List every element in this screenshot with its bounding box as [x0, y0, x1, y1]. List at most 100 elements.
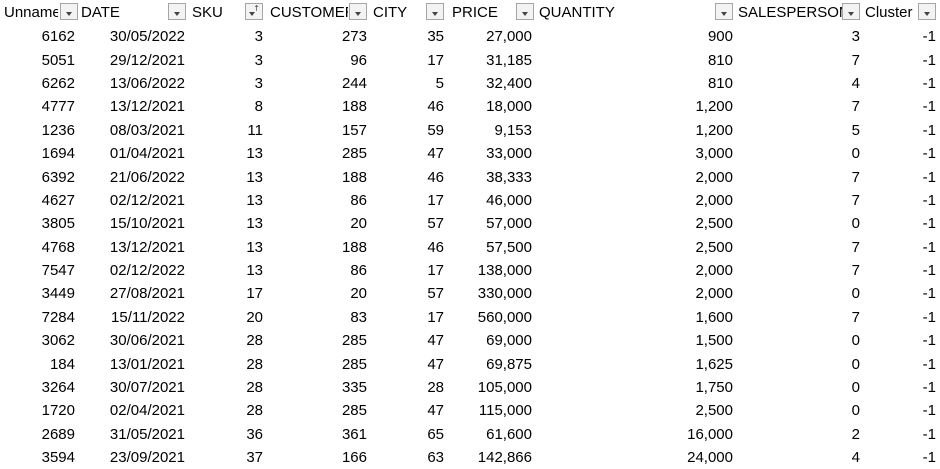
- cell-cluster[interactable]: -1: [922, 191, 936, 209]
- cell-quantity[interactable]: 810: [707, 74, 733, 92]
- cell-customer[interactable]: 166: [341, 449, 367, 467]
- cell-quantity[interactable]: 1,625: [695, 355, 733, 373]
- cell-unnamed[interactable]: 6392: [41, 168, 75, 186]
- cell-city[interactable]: 17: [427, 308, 444, 326]
- cell-price[interactable]: 69,875: [486, 355, 532, 373]
- cell-cluster[interactable]: -1: [922, 379, 936, 397]
- cell-date[interactable]: 30/07/2021: [109, 379, 185, 397]
- cell-cluster[interactable]: -1: [922, 355, 936, 373]
- cell-city[interactable]: 5: [435, 74, 444, 92]
- cell-salesperson[interactable]: 3: [851, 28, 860, 46]
- cell-unnamed[interactable]: 1720: [41, 402, 75, 420]
- cell-sku[interactable]: 13: [246, 238, 263, 256]
- cell-quantity[interactable]: 1,600: [695, 308, 733, 326]
- cell-cluster[interactable]: -1: [922, 308, 936, 326]
- cell-unnamed[interactable]: 3264: [41, 379, 75, 397]
- cell-salesperson[interactable]: 7: [851, 168, 860, 186]
- cell-customer[interactable]: 285: [341, 332, 367, 350]
- cell-quantity[interactable]: 2,500: [695, 402, 733, 420]
- cell-customer[interactable]: 188: [341, 168, 367, 186]
- cell-cluster[interactable]: -1: [922, 28, 936, 46]
- cell-customer[interactable]: 273: [341, 28, 367, 46]
- cell-unnamed[interactable]: 4768: [41, 238, 75, 256]
- cell-price[interactable]: 18,000: [486, 98, 532, 116]
- cell-salesperson[interactable]: 7: [851, 308, 860, 326]
- filter-button-cluster[interactable]: [918, 3, 936, 20]
- cell-unnamed[interactable]: 6262: [41, 74, 75, 92]
- cell-quantity[interactable]: 1,750: [695, 379, 733, 397]
- cell-unnamed[interactable]: 3062: [41, 332, 75, 350]
- cell-city[interactable]: 35: [427, 28, 444, 46]
- cell-price[interactable]: 57,500: [486, 238, 532, 256]
- cell-quantity[interactable]: 2,500: [695, 215, 733, 233]
- cell-quantity[interactable]: 1,500: [695, 332, 733, 350]
- cell-quantity[interactable]: 16,000: [687, 425, 733, 443]
- cell-salesperson[interactable]: 0: [851, 379, 860, 397]
- cell-price[interactable]: 69,000: [486, 332, 532, 350]
- cell-sku[interactable]: 28: [246, 332, 263, 350]
- cell-city[interactable]: 57: [427, 215, 444, 233]
- cell-customer[interactable]: 188: [341, 238, 367, 256]
- cell-cluster[interactable]: -1: [922, 98, 936, 116]
- cell-price[interactable]: 9,153: [494, 121, 532, 139]
- filter-button-salesperson[interactable]: [842, 3, 860, 20]
- cell-unnamed[interactable]: 1236: [41, 121, 75, 139]
- cell-sku[interactable]: 13: [246, 145, 263, 163]
- cell-unnamed[interactable]: 3594: [41, 449, 75, 467]
- cell-salesperson[interactable]: 7: [851, 238, 860, 256]
- cell-sku[interactable]: 37: [246, 449, 263, 467]
- cell-price[interactable]: 38,333: [486, 168, 532, 186]
- cell-customer[interactable]: 83: [350, 308, 367, 326]
- cell-date[interactable]: 30/06/2021: [109, 332, 185, 350]
- cell-date[interactable]: 15/11/2022: [111, 308, 185, 326]
- filter-button-city[interactable]: [426, 3, 444, 20]
- cell-sku[interactable]: 13: [246, 262, 263, 280]
- filter-button-quantity[interactable]: [715, 3, 733, 20]
- cell-date[interactable]: 21/06/2022: [109, 168, 185, 186]
- cell-date[interactable]: 13/12/2021: [109, 98, 185, 116]
- cell-quantity[interactable]: 1,200: [695, 98, 733, 116]
- cell-customer[interactable]: 244: [341, 74, 367, 92]
- cell-price[interactable]: 46,000: [486, 191, 532, 209]
- cell-salesperson[interactable]: 0: [851, 215, 860, 233]
- cell-price[interactable]: 330,000: [477, 285, 532, 303]
- cell-city[interactable]: 46: [427, 238, 444, 256]
- cell-customer[interactable]: 157: [341, 121, 367, 139]
- cell-date[interactable]: 01/04/2021: [109, 145, 185, 163]
- cell-price[interactable]: 61,600: [486, 425, 532, 443]
- cell-unnamed[interactable]: 4777: [41, 98, 75, 116]
- cell-customer[interactable]: 285: [341, 145, 367, 163]
- cell-unnamed[interactable]: 5051: [41, 51, 75, 69]
- cell-date[interactable]: 31/05/2021: [109, 425, 185, 443]
- cell-date[interactable]: 02/04/2021: [109, 402, 185, 420]
- cell-sku[interactable]: 3: [254, 74, 263, 92]
- filter-button-customer[interactable]: [349, 3, 367, 20]
- cell-sku[interactable]: 17: [246, 285, 263, 303]
- cell-customer[interactable]: 96: [350, 51, 367, 69]
- cell-cluster[interactable]: -1: [922, 74, 936, 92]
- cell-salesperson[interactable]: 7: [851, 98, 860, 116]
- cell-cluster[interactable]: -1: [922, 51, 936, 69]
- cell-city[interactable]: 17: [427, 191, 444, 209]
- cell-quantity[interactable]: 2,000: [695, 285, 733, 303]
- cell-cluster[interactable]: -1: [922, 121, 936, 139]
- cell-customer[interactable]: 20: [350, 285, 367, 303]
- cell-sku[interactable]: 20: [246, 308, 263, 326]
- cell-price[interactable]: 138,000: [477, 262, 532, 280]
- cell-quantity[interactable]: 3,000: [695, 145, 733, 163]
- cell-price[interactable]: 560,000: [477, 308, 532, 326]
- cell-price[interactable]: 105,000: [477, 379, 532, 397]
- cell-salesperson[interactable]: 4: [851, 74, 860, 92]
- cell-quantity[interactable]: 2,500: [695, 238, 733, 256]
- cell-cluster[interactable]: -1: [922, 238, 936, 256]
- cell-sku[interactable]: 28: [246, 355, 263, 373]
- cell-quantity[interactable]: 2,000: [695, 191, 733, 209]
- filter-button-date[interactable]: [168, 3, 186, 20]
- cell-price[interactable]: 57,000: [486, 215, 532, 233]
- cell-date[interactable]: 13/01/2021: [109, 355, 185, 373]
- cell-price[interactable]: 32,400: [486, 74, 532, 92]
- cell-city[interactable]: 28: [427, 379, 444, 397]
- cell-price[interactable]: 33,000: [486, 145, 532, 163]
- cell-unnamed[interactable]: 7284: [41, 308, 75, 326]
- cell-date[interactable]: 27/08/2021: [109, 285, 185, 303]
